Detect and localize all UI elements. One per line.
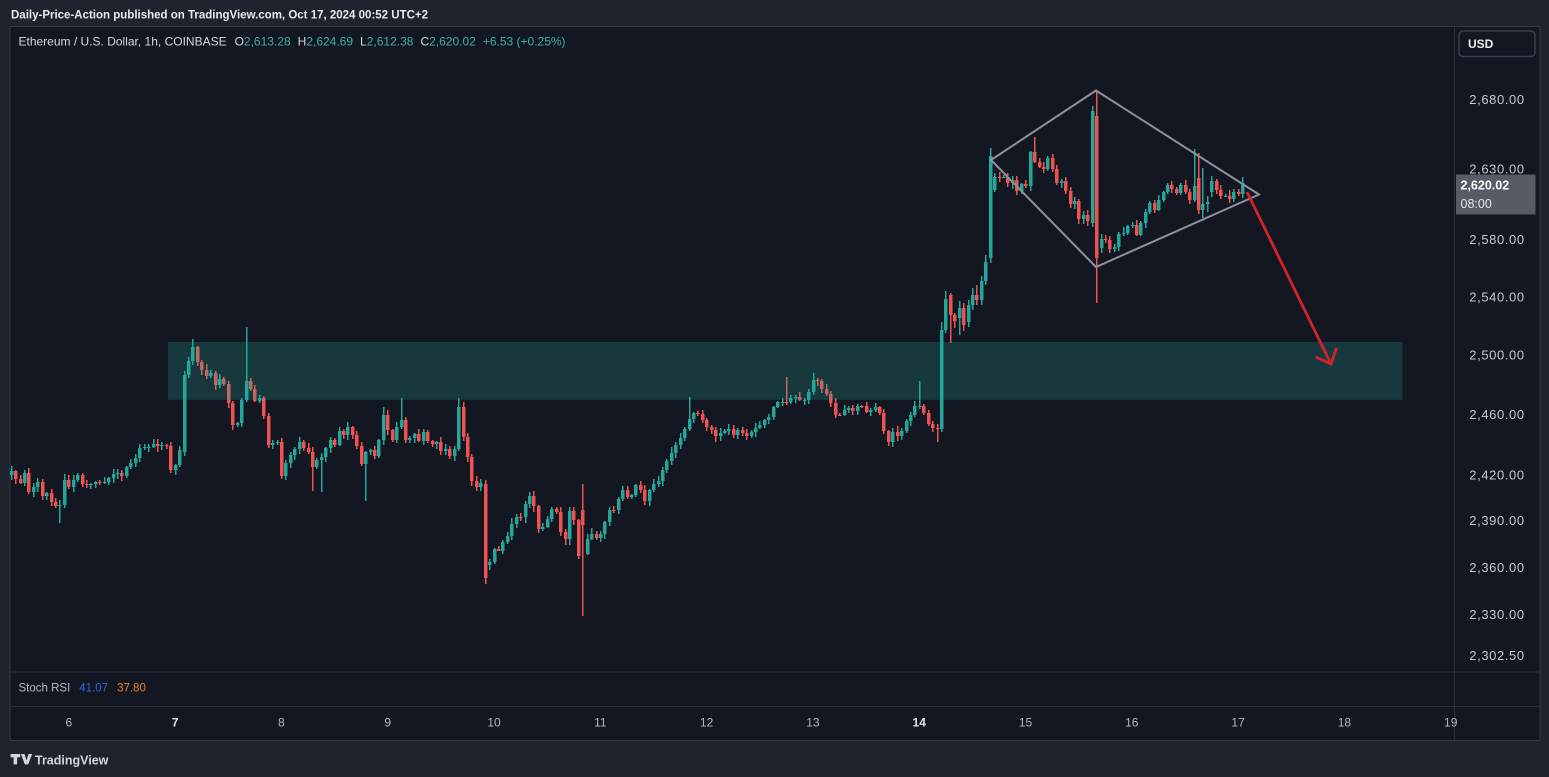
svg-text:10: 10 — [487, 716, 501, 730]
svg-text:2,460.00: 2,460.00 — [1469, 407, 1524, 422]
svg-text:9: 9 — [384, 716, 391, 730]
svg-text:2,630.00: 2,630.00 — [1469, 161, 1524, 176]
svg-text:11: 11 — [594, 716, 607, 730]
svg-text:19: 19 — [1444, 716, 1458, 730]
svg-text:2,580.00: 2,580.00 — [1469, 232, 1524, 247]
svg-text:2,540.00: 2,540.00 — [1469, 289, 1524, 304]
svg-text:Daily-Price-Action published o: Daily-Price-Action published on TradingV… — [11, 10, 428, 22]
svg-text:2,620.02: 2,620.02 — [1461, 179, 1510, 193]
svg-text:TradingView: TradingView — [35, 754, 109, 768]
svg-text:2,302.50: 2,302.50 — [1469, 648, 1524, 663]
svg-text:2,330.00: 2,330.00 — [1469, 607, 1524, 622]
svg-text:14: 14 — [913, 716, 927, 730]
svg-text:8: 8 — [278, 716, 285, 730]
svg-text:2,500.00: 2,500.00 — [1469, 348, 1524, 363]
svg-text:15: 15 — [1019, 716, 1033, 730]
svg-text:USD: USD — [1468, 37, 1494, 51]
svg-text:08:00: 08:00 — [1461, 197, 1492, 211]
svg-text:2,680.00: 2,680.00 — [1469, 92, 1524, 107]
svg-text:18: 18 — [1338, 716, 1352, 730]
svg-text:2,360.00: 2,360.00 — [1469, 560, 1524, 575]
svg-text:13: 13 — [806, 716, 820, 730]
svg-text:16: 16 — [1125, 716, 1139, 730]
svg-text:6: 6 — [65, 716, 72, 730]
svg-text:7: 7 — [172, 716, 179, 730]
svg-text:17: 17 — [1231, 716, 1245, 730]
svg-text:2,420.00: 2,420.00 — [1469, 467, 1524, 482]
svg-text:12: 12 — [700, 716, 714, 730]
svg-text:2,390.00: 2,390.00 — [1469, 513, 1524, 528]
